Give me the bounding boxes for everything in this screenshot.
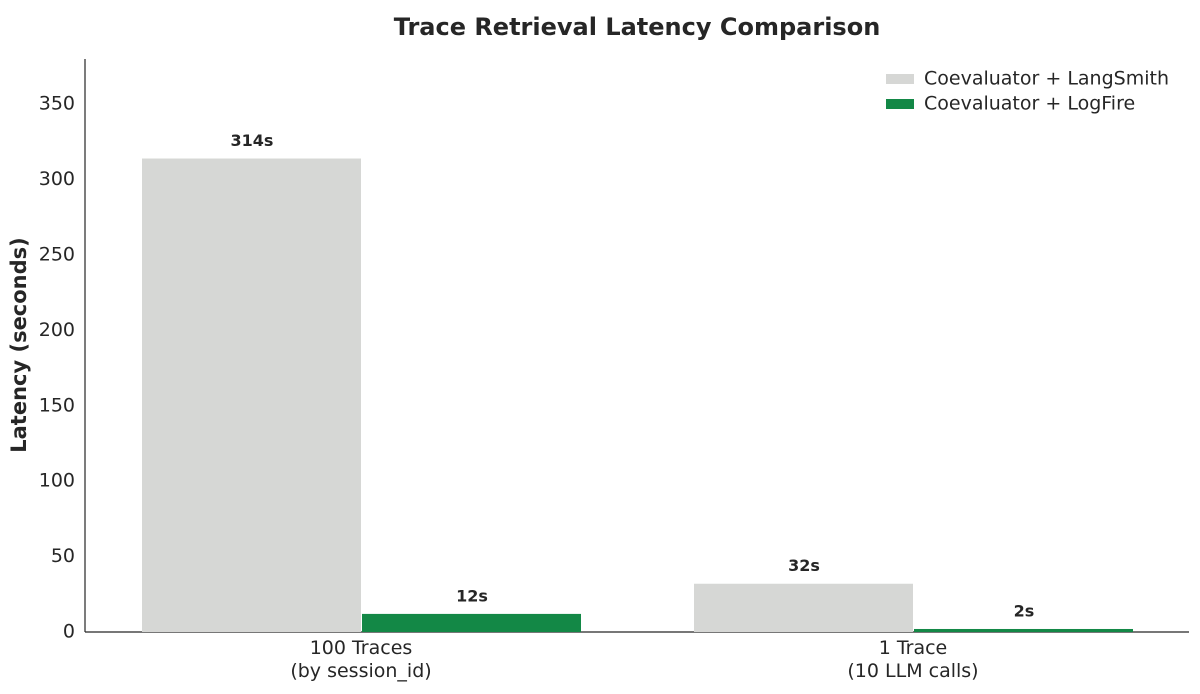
y-tick-label: 350 bbox=[39, 93, 75, 115]
y-tick-label: 300 bbox=[39, 168, 75, 190]
legend-swatch bbox=[886, 74, 914, 84]
bar bbox=[694, 583, 913, 632]
value-label: 314s bbox=[231, 131, 274, 150]
y-tick-label: 250 bbox=[39, 244, 75, 266]
bar bbox=[362, 613, 581, 632]
x-tick-label: 1 Trace (10 LLM calls) bbox=[847, 637, 979, 682]
y-tick-label: 200 bbox=[39, 319, 75, 341]
value-label: 2s bbox=[1014, 601, 1035, 620]
value-label: 32s bbox=[788, 556, 820, 575]
legend-label: Coevaluator + LangSmith bbox=[924, 68, 1169, 90]
y-tick-label: 100 bbox=[39, 470, 75, 492]
legend-label: Coevaluator + LogFire bbox=[924, 93, 1135, 115]
y-tick-label: 0 bbox=[63, 621, 75, 643]
chart-title: Trace Retrieval Latency Comparison bbox=[394, 13, 881, 41]
y-tick-label: 50 bbox=[51, 545, 75, 567]
x-tick-label: 100 Traces (by session_id) bbox=[290, 637, 432, 682]
y-axis-label: Latency (seconds) bbox=[7, 237, 31, 453]
y-tick-label: 150 bbox=[39, 394, 75, 416]
legend-swatch bbox=[886, 99, 914, 109]
bar bbox=[914, 628, 1133, 632]
bar bbox=[142, 158, 361, 632]
value-label: 12s bbox=[456, 586, 488, 605]
